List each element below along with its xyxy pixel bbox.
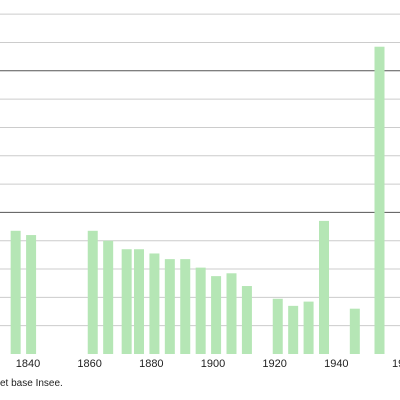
bar-1886 — [164, 259, 175, 354]
bar-1926 — [288, 305, 299, 354]
x-tick-label: 1840 — [16, 358, 40, 370]
x-tick-label: 1900 — [201, 358, 225, 370]
x-tick-label: 1920 — [262, 358, 286, 370]
x-tick-label: 1860 — [77, 358, 101, 370]
bar-1841 — [26, 235, 37, 354]
bars — [10, 46, 385, 355]
bar-1901 — [211, 276, 222, 354]
bar-1881 — [149, 253, 160, 354]
bar-1896 — [195, 267, 206, 354]
bar-1866 — [103, 240, 114, 354]
grid-lines — [0, 13, 400, 327]
bar-1931 — [303, 301, 314, 354]
bar-1946 — [349, 308, 360, 354]
bar-1872 — [121, 249, 132, 354]
bar-1906 — [226, 273, 237, 354]
x-tick-label: 19 — [392, 358, 400, 370]
source-note: et base Insee. — [0, 378, 63, 389]
bar-1891 — [180, 259, 191, 354]
bar-1836 — [10, 230, 21, 354]
bar-1876 — [133, 249, 144, 354]
x-tick-label: 1880 — [139, 358, 163, 370]
bar-1954 — [374, 46, 385, 355]
bar-1861 — [87, 230, 98, 354]
bar-1936 — [318, 220, 329, 354]
x-axis-ticks: 1840 1860 1880 1900 1920 1940 19 — [16, 358, 400, 370]
bar-1911 — [241, 286, 252, 354]
bar-1921 — [272, 298, 283, 354]
x-tick-label: 1940 — [324, 358, 348, 370]
